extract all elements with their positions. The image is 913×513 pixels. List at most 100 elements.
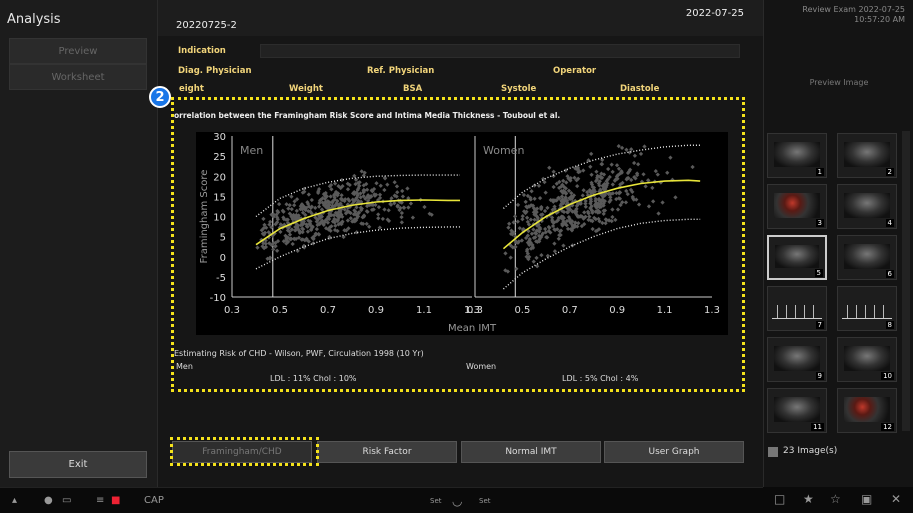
scatter-point [547, 165, 552, 170]
scatter-point [594, 169, 599, 174]
thumbnail[interactable]: 4 [837, 184, 897, 229]
exit-button[interactable]: Exit [9, 451, 147, 478]
operator-label: Operator [553, 66, 597, 76]
scatter-point [618, 182, 623, 187]
scatter-point [319, 214, 325, 219]
scatter-point [525, 219, 530, 224]
scatter-point [314, 226, 320, 232]
scatter-point [615, 207, 621, 212]
x-axis-label: Mean IMT [448, 323, 497, 334]
thumbnail-number: 12 [881, 423, 894, 431]
scatter-point [595, 201, 601, 206]
scatter-point [521, 192, 527, 198]
worksheet-button[interactable]: Worksheet [9, 64, 147, 90]
scatter-point [531, 210, 537, 215]
scatter-point [602, 208, 608, 213]
thumbnail[interactable]: 9 [767, 337, 827, 382]
scatter-point [558, 232, 563, 238]
scatter-point [386, 208, 391, 213]
tab-risk-factor[interactable]: Risk Factor [317, 441, 457, 463]
frame-icon[interactable]: □ [774, 492, 786, 506]
scatter-point [263, 244, 268, 250]
tab-user-graph[interactable]: User Graph [604, 441, 744, 463]
scatter-point [581, 168, 586, 173]
thumbnail-selected[interactable]: 5 [767, 235, 827, 280]
x-tick-label: 0.9 [609, 305, 625, 316]
thumbnail[interactable]: 7 [767, 286, 827, 331]
scatter-point [300, 210, 306, 215]
review-exam-time: 10:57:20 AM [854, 15, 905, 24]
chevron-up-icon[interactable]: ▴ [12, 495, 18, 506]
scatter-point [534, 239, 539, 244]
scatter-point [589, 172, 594, 177]
scatter-point [641, 172, 646, 177]
scatter-point [523, 235, 529, 241]
scatter-point [298, 203, 303, 209]
scatter-point [602, 193, 607, 198]
star-list-icon[interactable]: ☆ [830, 492, 841, 506]
scatter-point [514, 266, 519, 271]
thumbnail-number: 9 [815, 372, 824, 380]
scatter-point [267, 222, 272, 227]
framingham-imt-chart: 30 25 20 15 10 5 0 -5 -10 Framingham Score Mean IM… [199, 132, 720, 334]
scatter-point [295, 224, 300, 230]
alert-icon[interactable]: ■ [111, 495, 121, 506]
chart-title: orrelation between the Framingham Risk S… [174, 111, 561, 120]
scatter-point [373, 202, 378, 207]
thumbnail[interactable]: 11 [767, 388, 827, 433]
scatter-point [610, 214, 615, 220]
scatter-point [543, 226, 548, 232]
tab-normal-imt[interactable]: Normal IMT [461, 441, 601, 463]
scatter-point [300, 226, 305, 231]
scatter-point [567, 196, 572, 201]
preview-button[interactable]: Preview [9, 38, 147, 64]
scatter-point [543, 230, 548, 235]
scatter-point [298, 206, 303, 212]
x-tick-label: 1.1 [416, 305, 432, 316]
store-icon[interactable]: ▣ [861, 492, 873, 506]
scatter-point [341, 234, 346, 240]
monitor-icon[interactable]: ▭ [62, 495, 72, 506]
thumbnail[interactable]: 6 [837, 235, 897, 280]
star-icon[interactable]: ★ [803, 492, 814, 506]
tab-framingham-chd[interactable]: Framingham/CHD [172, 441, 312, 463]
scatter-point [527, 254, 532, 259]
thumbnail[interactable]: 8 [837, 286, 897, 331]
y-tick-label: -5 [216, 273, 226, 284]
scatter-point [386, 218, 392, 224]
scatter-point [539, 233, 544, 238]
scatter-point [511, 220, 516, 225]
scatter-point [582, 215, 587, 221]
fit-line [255, 199, 460, 246]
thumbnail-scrollbar[interactable] [902, 131, 910, 431]
thumbnail[interactable]: 3 [767, 184, 827, 229]
scatter-point [400, 188, 405, 194]
scatter-point [269, 225, 274, 230]
scatter-point [343, 211, 349, 216]
scatter-point [289, 194, 294, 199]
indication-field[interactable] [260, 44, 740, 58]
scatter-point [524, 204, 529, 209]
scatter-point [542, 208, 548, 214]
thumbnail[interactable]: 1 [767, 133, 827, 178]
thumbnail[interactable]: 12 [837, 388, 897, 433]
indication-label: Indication [178, 46, 226, 56]
thumbnail[interactable]: 10 [837, 337, 897, 382]
scatter-point [302, 238, 308, 243]
network-icon[interactable]: ≡ [96, 495, 105, 506]
fit-line [502, 179, 701, 250]
trash-icon[interactable]: ✕ [891, 492, 902, 506]
scatter-point [567, 216, 572, 222]
scatter-point [358, 195, 363, 200]
thumbnail[interactable]: 2 [837, 133, 897, 178]
review-exam-info: Review Exam 2022-07-25 10:57:20 AM [802, 5, 905, 25]
scatter-point [340, 219, 345, 224]
scatter-point [552, 241, 557, 246]
scatter-point [271, 247, 276, 252]
scatter-point [582, 210, 587, 215]
scatter-point [324, 226, 329, 231]
scatter-point [405, 186, 410, 191]
power-icon[interactable]: ● [44, 495, 53, 506]
select-all-checkbox[interactable] [768, 447, 778, 457]
scatter-point [503, 251, 508, 256]
